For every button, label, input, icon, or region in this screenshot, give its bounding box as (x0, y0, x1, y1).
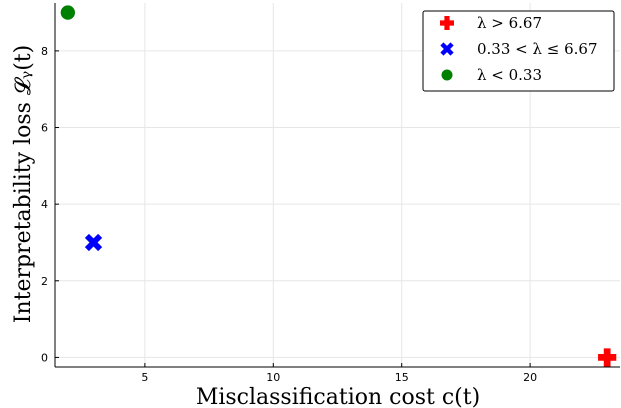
x-tick-label: 15 (395, 371, 409, 384)
legend-marker (440, 42, 454, 56)
legend-label: λ > 6.67 (477, 14, 542, 32)
tick-labels: 5 10 15 20 0 2 4 6 8 (41, 45, 537, 384)
data-point-series-3 (60, 5, 75, 20)
axes (54, 3, 620, 368)
legend-box (422, 10, 615, 92)
x-tick-label: 10 (266, 371, 280, 384)
y-axis-title: Interpretability loss 𝓛ᵧ(t) (11, 45, 36, 323)
y-tick-label: 8 (41, 45, 48, 58)
y-tick-label: 6 (41, 122, 48, 135)
legend-label: λ < 0.33 (477, 66, 542, 84)
legend-label: 0.33 < λ ≤ 6.67 (477, 40, 598, 58)
data-point-series-1 (598, 348, 617, 367)
y-tick-label: 2 (41, 275, 48, 288)
x-tick-label: 20 (523, 371, 537, 384)
y-tick-label: 4 (41, 198, 48, 211)
x-axis-title: Misclassification cost c(t) (196, 385, 480, 408)
data-points (60, 5, 617, 367)
legend-marker (440, 16, 454, 30)
y-tick-label: 0 (41, 351, 48, 364)
x-tick-label: 5 (141, 371, 148, 384)
data-point-series-2 (84, 233, 103, 252)
legend-marker (441, 69, 453, 81)
legend: λ > 6.67 0.33 < λ ≤ 6.67 λ < 0.33 (422, 10, 615, 92)
